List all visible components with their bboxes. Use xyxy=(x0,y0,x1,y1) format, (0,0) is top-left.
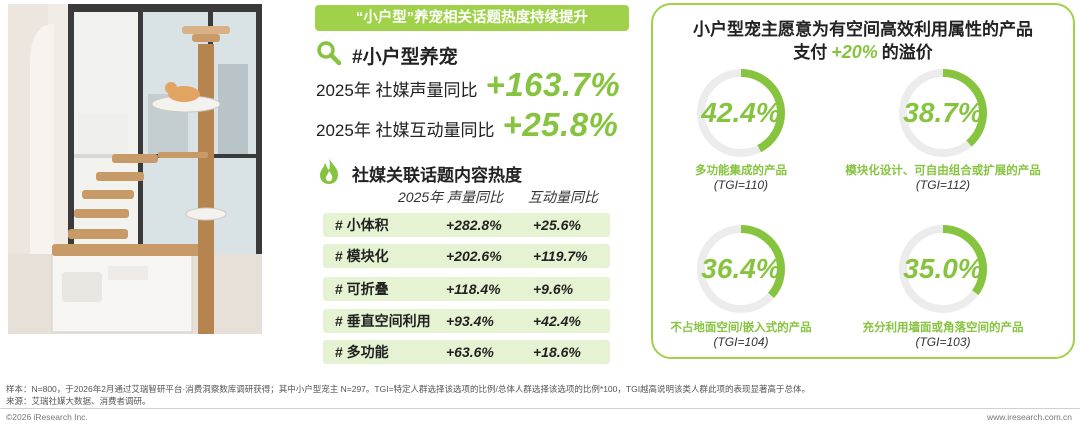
donut-chart-4: 35.0% xyxy=(868,222,1018,316)
row-volume: +118.4% xyxy=(446,281,501,297)
premium-title-line2: 支付 +20% 的溢价 xyxy=(651,38,1075,63)
donut-ring-3 xyxy=(697,225,785,313)
premium-title-pre: 支付 xyxy=(793,43,828,62)
premium-highlight: +20% xyxy=(831,42,878,62)
donut-value-4: 35.0% xyxy=(903,253,983,284)
table-row: # 小体积 +282.8% +25.6% xyxy=(323,213,610,237)
footnote-source: 来源：艾瑞社媒大数据、消费者调研。 xyxy=(6,396,151,406)
cat-tree-photo xyxy=(8,4,262,334)
donut-label-1: 多功能集成的产品 xyxy=(695,165,787,177)
stat-volume-label: 2025年 社媒声量同比 xyxy=(316,81,478,100)
donut-tgi-3: (TGI=104) xyxy=(713,335,769,349)
row-interaction: +25.6% xyxy=(533,217,581,233)
premium-panel xyxy=(651,3,1075,359)
row-volume: +282.8% xyxy=(446,217,502,233)
row-tag: # 垂直空间利用 xyxy=(335,313,431,329)
footer-divider xyxy=(0,408,1080,409)
row-interaction: +9.6% xyxy=(533,281,574,297)
donut-chart-1: 42.4% xyxy=(666,66,816,160)
col-head-interaction: 互动量同比 xyxy=(528,189,598,205)
footnote-sample: 样本：N=800，于2026年2月通过艾瑞智研平台·消费洞察数库调研获得；其中小… xyxy=(6,384,811,394)
stat-interaction-value: +25.8% xyxy=(502,106,619,143)
donut-tgi-1: (TGI=110) xyxy=(713,178,769,192)
donut-arc-4 xyxy=(899,225,987,313)
row-interaction: +18.6% xyxy=(533,344,581,360)
donut-value-2: 38.7% xyxy=(903,97,983,128)
stat-volume-value: +163.7% xyxy=(485,66,621,103)
donut-ring-1 xyxy=(697,69,785,157)
col-head-volume: 2025年 声量同比 xyxy=(398,189,504,205)
donut-arc-3 xyxy=(697,225,785,313)
row-volume: +93.4% xyxy=(446,313,494,329)
stat-interaction-row: 2025年 社媒互动量同比 +25.8% xyxy=(316,106,618,144)
table-row: # 垂直空间利用 +93.4% +42.4% xyxy=(323,309,610,333)
heat-heading: 社媒关联话题内容热度 xyxy=(318,157,522,190)
table-row: # 多功能 +63.6% +18.6% xyxy=(323,340,610,364)
premium-title-line1: 小户型宠主愿意为有空间高效利用属性的产品 xyxy=(693,20,1033,39)
stat-interaction-label: 2025年 社媒互动量同比 xyxy=(316,121,495,140)
website-link[interactable]: www.iresearch.com.cn xyxy=(986,412,1072,422)
table-row: # 可折叠 +118.4% +9.6% xyxy=(323,277,610,301)
donut-ring-2 xyxy=(899,69,987,157)
row-volume: +202.6% xyxy=(446,248,502,264)
flame-icon xyxy=(318,157,340,190)
donut-chart-3: 36.4% xyxy=(666,222,816,316)
copyright: ©2026 iResearch Inc. xyxy=(6,412,88,422)
row-tag: # 模块化 xyxy=(335,248,389,264)
row-tag: # 小体积 xyxy=(335,217,389,233)
donut-ring-4 xyxy=(899,225,987,313)
donut-value-3: 36.4% xyxy=(701,253,781,284)
table-row: # 模块化 +202.6% +119.7% xyxy=(323,244,610,268)
hashtag-label: #小户型养宠 xyxy=(352,47,458,68)
donut-chart-2: 38.7% xyxy=(868,66,1018,160)
donut-label-4: 充分利用墙面或角落空间的产品 xyxy=(862,322,1024,334)
donut-label-3: 不占地面空间/嵌入式的产品 xyxy=(670,322,812,334)
row-volume: +63.6% xyxy=(446,344,494,360)
donut-arc-1 xyxy=(697,69,785,157)
donut-tgi-4: (TGI=103) xyxy=(915,335,971,349)
row-tag: # 多功能 xyxy=(335,344,389,360)
donut-arc-2 xyxy=(899,69,987,157)
row-interaction: +42.4% xyxy=(533,313,581,329)
heat-title: 社媒关联话题内容热度 xyxy=(352,166,522,185)
donut-label-2: 模块化设计、可自由组合或扩展的产品 xyxy=(845,165,1041,177)
stat-volume-row: 2025年 社媒声量同比 +163.7% xyxy=(316,66,620,104)
premium-title-post: 的溢价 xyxy=(881,43,933,62)
search-icon xyxy=(316,40,342,71)
row-tag: # 可折叠 xyxy=(335,281,389,297)
hashtag-heading: #小户型养宠 xyxy=(316,40,458,71)
donut-tgi-2: (TGI=112) xyxy=(915,178,971,192)
donut-value-1: 42.4% xyxy=(701,97,781,128)
row-interaction: +119.7% xyxy=(533,248,588,264)
topic-heat-banner: “小户型”养宠相关话题热度持续提升 xyxy=(315,5,629,31)
